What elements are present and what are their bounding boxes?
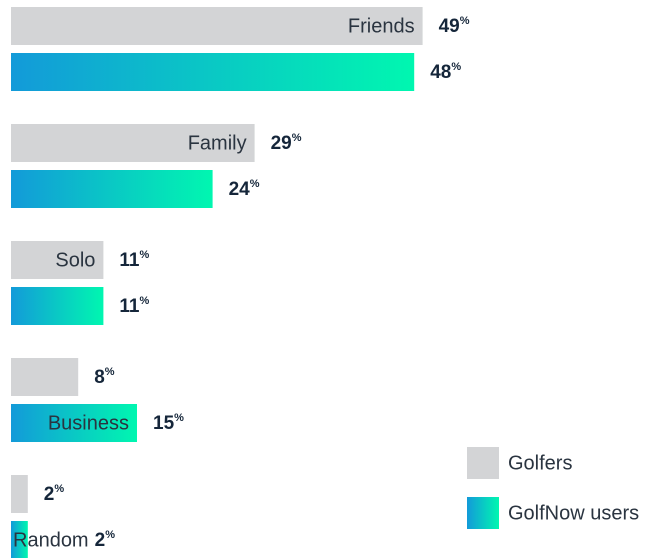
value-label: 2% [44, 483, 65, 505]
bar [11, 287, 104, 325]
value-label: 29% [271, 132, 302, 154]
legend-swatch [467, 447, 499, 479]
value-label: 8% [94, 366, 115, 388]
bar [11, 404, 137, 442]
bar [11, 521, 28, 558]
value-label: 24% [229, 178, 260, 200]
legend-label: GolfNow users [508, 502, 639, 524]
bar [11, 170, 213, 208]
value-label: 48% [430, 61, 461, 83]
bar [11, 241, 104, 279]
category-label: Family [188, 132, 247, 154]
value-label: 15% [153, 412, 184, 434]
category-label: Random [13, 529, 89, 551]
legend-swatch [467, 497, 499, 529]
value-label: 49% [439, 15, 470, 37]
bar [11, 124, 255, 162]
category-label: Solo [55, 249, 95, 271]
bar [11, 53, 415, 91]
bar [11, 475, 28, 513]
category-label: Business [48, 412, 129, 434]
value-label: 2% [95, 529, 116, 551]
category-label: Friends [348, 15, 415, 37]
value-label: 11% [119, 295, 149, 317]
bar [11, 7, 423, 45]
legend-label: Golfers [508, 452, 572, 474]
bar [11, 358, 79, 396]
value-label: 11% [119, 249, 149, 271]
